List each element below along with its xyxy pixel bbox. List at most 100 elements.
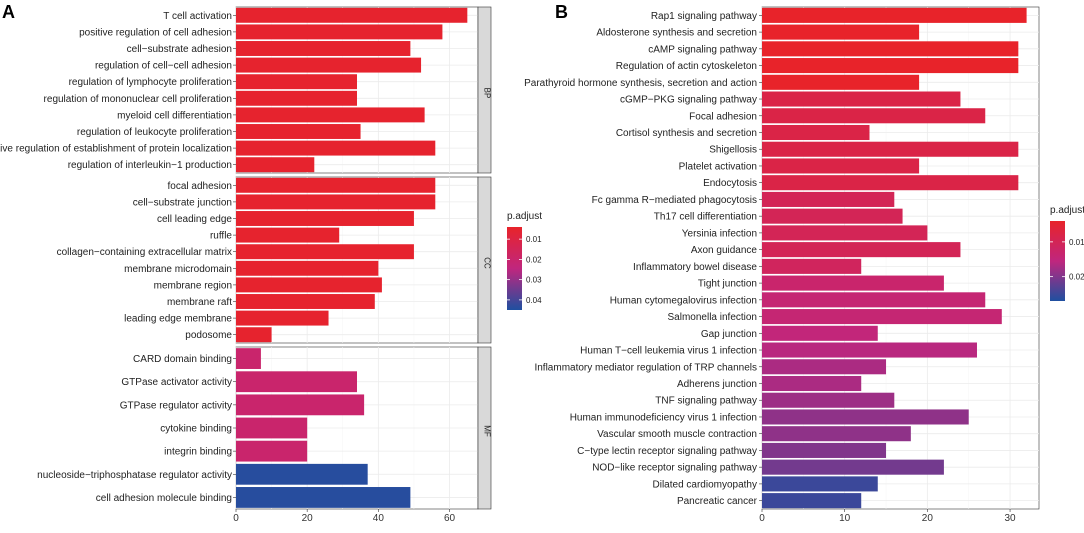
category-label: Shigellosis bbox=[709, 145, 757, 156]
legend-tick-label: 0.03 bbox=[526, 276, 542, 285]
bar bbox=[762, 24, 920, 40]
bar bbox=[762, 141, 1019, 157]
bar bbox=[236, 277, 382, 293]
category-label: Fc gamma R−mediated phagocytosis bbox=[592, 195, 757, 206]
facet-strip-label: CC bbox=[483, 257, 492, 269]
category-label: CARD domain binding bbox=[133, 354, 232, 365]
bar bbox=[762, 426, 911, 442]
category-label: nucleoside−triphosphatase regulator acti… bbox=[37, 470, 232, 481]
category-label: cell adhesion molecule binding bbox=[96, 493, 232, 504]
category-label: cGMP−PKG signaling pathway bbox=[620, 95, 757, 106]
bar bbox=[762, 191, 895, 207]
bar bbox=[236, 327, 272, 343]
legend-tick-label: 0.04 bbox=[526, 296, 542, 305]
category-label: Parathyroid hormone synthesis, secretion… bbox=[524, 78, 757, 89]
category-label: cAMP signaling pathway bbox=[648, 44, 757, 55]
bar bbox=[236, 310, 329, 326]
category-label: leading edge membrane bbox=[124, 314, 232, 325]
bar bbox=[762, 409, 969, 425]
bar bbox=[762, 108, 986, 124]
category-label: Axon guidance bbox=[691, 245, 758, 256]
bar bbox=[236, 348, 261, 369]
bar bbox=[236, 194, 436, 210]
panel-letter: A bbox=[2, 2, 15, 22]
category-label: C−type lectin receptor signaling pathway bbox=[577, 446, 757, 457]
facet-strip bbox=[477, 6, 492, 174]
bar bbox=[236, 463, 368, 485]
bar bbox=[236, 487, 411, 508]
facet-strip-label: MF bbox=[483, 425, 492, 437]
legend: p.adjust 0.01 0.02 bbox=[1050, 205, 1084, 301]
x-tick-label: 20 bbox=[302, 513, 314, 524]
category-label: positive regulation of cell adhesion bbox=[79, 27, 232, 38]
bar bbox=[762, 74, 920, 90]
category-label: membrane region bbox=[154, 280, 232, 291]
category-label: membrane microdomain bbox=[124, 264, 232, 275]
category-label: Dilated cardiomyopathy bbox=[653, 479, 758, 490]
category-label: focal adhesion bbox=[168, 181, 233, 192]
bar bbox=[236, 107, 425, 123]
bar bbox=[762, 359, 887, 375]
legend-title: p.adjust bbox=[1050, 205, 1084, 216]
category-label: positive regulation of establishment of … bbox=[0, 144, 232, 155]
category-label: T cell activation bbox=[163, 11, 232, 22]
bar bbox=[762, 325, 878, 341]
bar bbox=[762, 242, 961, 258]
category-label: Platelet activation bbox=[679, 161, 757, 172]
x-tick-label: 40 bbox=[373, 513, 385, 524]
bar bbox=[762, 158, 920, 174]
category-label: regulation of mononuclear cell prolifera… bbox=[44, 94, 232, 105]
bar bbox=[762, 124, 870, 141]
panel-background bbox=[761, 6, 1040, 510]
category-label: NOD−like receptor signaling pathway bbox=[592, 463, 757, 474]
legend-colorbar bbox=[507, 227, 522, 310]
category-label: membrane raft bbox=[167, 297, 232, 308]
legend-tick-label: 0.01 bbox=[1069, 238, 1084, 247]
bar bbox=[762, 275, 944, 291]
bar bbox=[236, 417, 308, 439]
bar bbox=[762, 309, 1002, 325]
category-label: GTPase activator activity bbox=[121, 377, 232, 388]
category-label: Cortisol synthesis and secretion bbox=[616, 128, 757, 139]
bar bbox=[236, 244, 414, 260]
bar bbox=[762, 459, 944, 475]
bar bbox=[236, 41, 411, 56]
bar bbox=[236, 7, 468, 23]
bar bbox=[762, 476, 878, 492]
category-label: regulation of interleukin−1 production bbox=[68, 160, 232, 171]
bar bbox=[762, 258, 862, 274]
facet-strip bbox=[477, 346, 492, 510]
category-label: Human cytomegalovirus infection bbox=[610, 295, 757, 306]
category-label: Pancreatic cancer bbox=[677, 496, 758, 507]
x-tick-label: 20 bbox=[922, 513, 934, 524]
category-label: ruffle bbox=[210, 231, 232, 242]
facet-bp: T cell activation positive regulation of … bbox=[0, 6, 492, 174]
bar bbox=[236, 294, 375, 309]
facet-strip bbox=[477, 176, 492, 344]
category-label: podosome bbox=[185, 330, 232, 341]
bar bbox=[762, 225, 928, 241]
facet-mf: CARD domain binding GTPase activator acti… bbox=[37, 346, 492, 510]
category-label: Salmonella infection bbox=[668, 312, 758, 323]
bar bbox=[762, 292, 986, 308]
bar bbox=[762, 7, 1027, 23]
bar bbox=[236, 177, 436, 193]
bar bbox=[236, 140, 436, 156]
x-tick-label: 60 bbox=[444, 513, 456, 524]
facet-strip-label: BP bbox=[483, 88, 492, 99]
legend-tick-label: 0.02 bbox=[1069, 273, 1084, 282]
category-label: Regulation of actin cytoskeleton bbox=[616, 61, 757, 72]
bar bbox=[236, 227, 340, 243]
category-label: Th17 cell differentiation bbox=[654, 212, 757, 223]
legend-colorbar bbox=[1050, 221, 1065, 301]
x-tick-label: 0 bbox=[233, 513, 239, 524]
category-label: GTPase regulator activity bbox=[120, 400, 232, 411]
category-label: Gap junction bbox=[701, 329, 757, 340]
x-tick-label: 30 bbox=[1004, 513, 1016, 524]
category-label: regulation of leukocyte proliferation bbox=[77, 127, 232, 138]
legend-tick-label: 0.01 bbox=[526, 235, 542, 244]
bar bbox=[236, 371, 357, 393]
bar bbox=[762, 442, 887, 458]
legend: p.adjust 0.01 0.02 0.03 0.04 bbox=[507, 211, 542, 310]
